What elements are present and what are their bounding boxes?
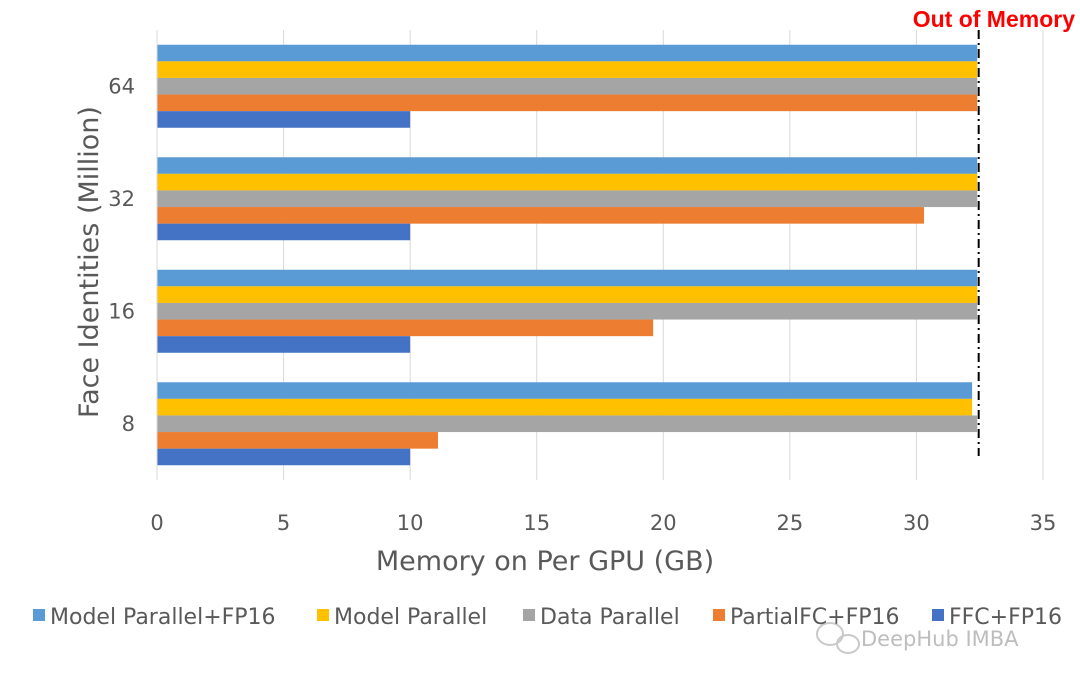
x-tick-label: 25 [776,511,803,535]
bar-8-data-parallel [157,415,978,433]
x-tick-label: 10 [397,511,424,535]
bar-32-partialfc-fp16 [157,207,925,224]
wechat-icon [816,622,860,654]
watermark: DeepHub IMBA [816,622,1019,654]
x-tick-label: 30 [903,511,930,535]
bar-16-model-parallel-fp16 [157,269,978,287]
legend-label: Data Parallel [540,605,680,630]
bar-64-model-parallel [157,61,978,78]
bar-8-ffc-fp16 [157,448,411,466]
bar-64-model-parallel-fp16 [157,44,978,62]
x-tick-labels: 0 5 10 15 20 25 30 35 [150,511,1056,535]
legend-item: Data Parallel [523,605,680,630]
legend-item: FFC+FP16 [932,605,1062,630]
x-tick-label: 20 [650,511,677,535]
x-tick-label: 0 [150,511,163,535]
y-tick-label: 32 [108,187,135,211]
bar-64-data-parallel [157,77,978,95]
bar-16-partialfc-fp16 [157,319,654,337]
bar-16-ffc-fp16 [157,336,411,353]
watermark-text: DeepHub IMBA [861,627,1019,651]
bar-8-model-parallel-fp16 [157,382,973,399]
bar-8-model-parallel [157,398,973,416]
x-tick-label: 35 [1030,511,1057,535]
bar-64-partialfc-fp16 [157,94,978,112]
y-axis-title: Face Identities (Million) [74,106,105,418]
legend-label: Model Parallel+FP16 [50,605,276,630]
y-tick-labels: 8 16 32 64 [108,74,135,436]
bar-32-model-parallel [157,173,978,191]
y-tick-label: 64 [108,74,135,98]
bar-32-ffc-fp16 [157,223,411,241]
x-tick-label: 15 [523,511,550,535]
legend-swatch [713,609,725,621]
bar-64-ffc-fp16 [157,111,411,128]
legend-item: Model Parallel+FP16 [33,605,276,630]
legend-item: PartialFC+FP16 [713,605,900,630]
legend-swatch [932,609,944,621]
legend-label: Model Parallel [334,605,487,630]
bars [157,44,978,466]
bar-32-model-parallel-fp16 [157,157,978,174]
out-of-memory-label: Out of Memory [913,6,1075,32]
bar-32-data-parallel [157,190,978,208]
y-tick-label: 16 [108,299,135,323]
legend: Model Parallel+FP16 Model Parallel Data Pa… [33,605,1062,630]
bar-8-partialfc-fp16 [157,432,438,449]
x-tick-label: 5 [277,511,290,535]
legend-swatch [523,609,535,621]
legend-item: Model Parallel [317,605,487,630]
legend-swatch [317,609,329,621]
legend-label: PartialFC+FP16 [730,605,900,630]
legend-label: FFC+FP16 [949,605,1062,630]
legend-swatch [33,609,45,621]
bar-16-model-parallel [157,286,978,303]
y-tick-label: 8 [122,412,135,436]
bar-16-data-parallel [157,302,978,320]
x-axis-title: Memory on Per GPU (GB) [376,546,714,577]
